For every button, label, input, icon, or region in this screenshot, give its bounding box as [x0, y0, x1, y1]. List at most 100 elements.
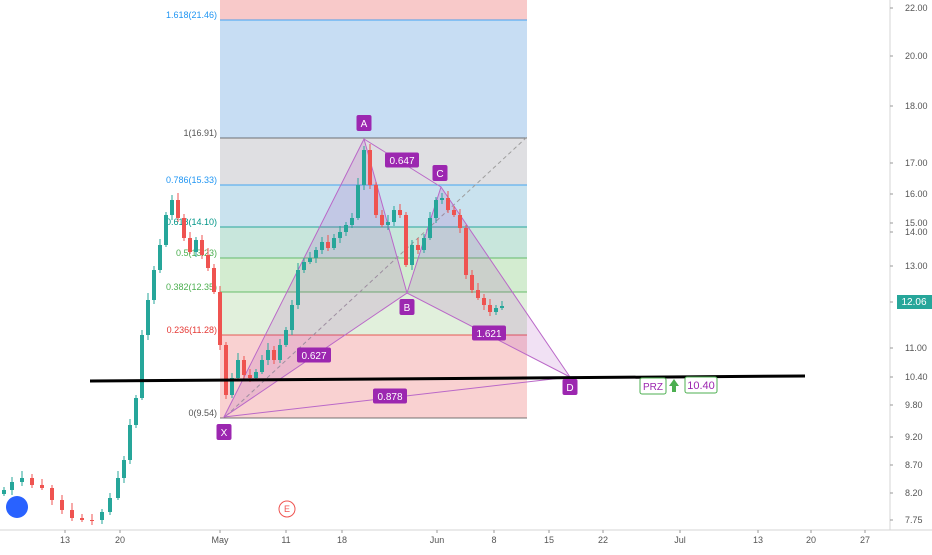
x-tick-label: 18 — [337, 535, 347, 545]
candle-body — [50, 488, 54, 500]
fib-zone — [220, 227, 527, 258]
y-tick-label: 8.20 — [905, 488, 923, 498]
x-tick-label: 27 — [860, 535, 870, 545]
prz-label-box — [639, 377, 667, 395]
candle-body — [494, 308, 498, 312]
last-price-label: 12.06 — [901, 297, 926, 308]
fib-level-label: 0.786(15.33) — [166, 175, 217, 185]
candle-body — [140, 335, 144, 398]
ratio-label-text: 0.878 — [377, 392, 402, 403]
candle-body — [446, 198, 450, 210]
candle-body — [260, 360, 264, 372]
candle-body — [356, 185, 360, 218]
candle-body — [134, 398, 138, 425]
candle-body — [302, 262, 306, 270]
candle-body — [284, 330, 288, 345]
candle-body — [482, 298, 486, 305]
point-label-d-text: D — [566, 383, 573, 394]
point-label-b-box — [399, 299, 415, 315]
ratio-label-text: 0.647 — [389, 156, 414, 167]
event-marker-label: E — [284, 504, 290, 514]
candle-body — [362, 150, 366, 185]
candle-body — [332, 238, 336, 248]
ratio-label-box — [297, 347, 331, 363]
y-tick-label: 17.00 — [905, 158, 928, 168]
fib-level-label: 0.382(12.35) — [166, 282, 217, 292]
fib-zone — [220, 335, 527, 418]
point-label-d-box — [562, 379, 578, 395]
y-tick-label: 11.00 — [905, 343, 927, 353]
fib-zone — [220, 138, 527, 185]
candle-body — [410, 245, 414, 265]
candle-body — [164, 215, 168, 245]
logo-icon — [6, 496, 28, 518]
candle-body — [146, 300, 150, 335]
y-tick-label: 8.70 — [905, 460, 923, 470]
candle-body — [416, 245, 420, 250]
point-label-c-box — [432, 165, 448, 181]
y-tick-label: 14.00 — [905, 227, 928, 237]
candle-body — [476, 290, 480, 298]
candle-body — [470, 275, 474, 290]
candle-body — [368, 150, 372, 185]
candle-body — [278, 345, 282, 360]
candle-body — [170, 200, 174, 215]
fib-zone — [220, 0, 527, 20]
candle-body — [188, 238, 192, 252]
candle-body — [350, 218, 354, 225]
candle-body — [10, 482, 14, 490]
y-tick-label: 15.00 — [905, 218, 928, 228]
point-label-x-box — [216, 424, 232, 440]
fib-trend-line — [225, 136, 528, 417]
ratio-label-text: 0.627 — [301, 351, 326, 362]
prz-label-text: PRZ — [643, 382, 663, 393]
fib-level-label: 0.236(11.28) — [167, 325, 217, 335]
arrow-up-icon — [669, 379, 679, 392]
candle-body — [404, 215, 408, 265]
candle-body — [320, 242, 324, 250]
candle-body — [212, 268, 216, 292]
candle-body — [326, 242, 330, 248]
fib-level-label: 1.618(21.46) — [166, 10, 217, 20]
candle-body — [206, 255, 210, 268]
candle-body — [158, 245, 162, 270]
fib-level-label: 0(9.54) — [188, 408, 217, 418]
candle-body — [380, 215, 384, 225]
candle-body — [224, 345, 228, 395]
point-label-a-box — [356, 115, 372, 131]
x-tick-label: 11 — [281, 535, 290, 545]
x-tick-label: Jul — [674, 535, 686, 545]
candle-body — [40, 485, 44, 488]
fib-zone — [220, 185, 527, 227]
y-tick-label: 18.00 — [905, 101, 928, 111]
fib-retracement[interactable]: 1.618(21.46) 1(16.91) 0.786(15.33) 0.618(14… — [166, 0, 528, 419]
point-label-x-text: X — [221, 428, 228, 439]
ratio-label-text: 1.621 — [476, 329, 501, 340]
candle-body — [500, 306, 504, 308]
candle-body — [422, 238, 426, 250]
candle-body — [392, 210, 396, 222]
candle-body — [70, 510, 74, 518]
fib-zone — [220, 258, 527, 292]
point-label-b-text: B — [404, 303, 411, 314]
candle-body — [272, 350, 276, 360]
fib-zone — [220, 20, 527, 138]
x-tick-label: 22 — [598, 535, 608, 545]
candle-body — [2, 490, 6, 494]
y-tick-label: 7.75 — [905, 515, 923, 525]
candle-body — [194, 240, 198, 252]
prz-value-text: 10.40 — [687, 380, 715, 392]
candle-body — [458, 215, 462, 228]
x-tick-label: 15 — [544, 535, 554, 545]
candle-body — [200, 240, 204, 255]
y-tick-label: 20.00 — [905, 51, 928, 61]
candle-body — [308, 258, 312, 262]
last-price-badge — [897, 295, 932, 309]
candle-body — [374, 185, 378, 215]
harmonic-pattern[interactable] — [222, 137, 571, 419]
candle-body — [344, 225, 348, 232]
x-tick-label: Jun — [430, 535, 445, 545]
candle-body — [254, 372, 258, 378]
